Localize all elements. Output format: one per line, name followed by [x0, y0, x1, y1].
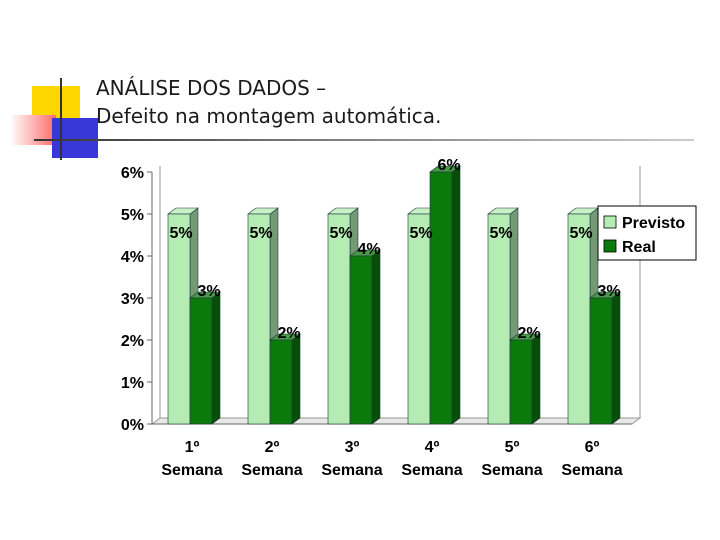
x-tick-label: Semana: [481, 462, 542, 479]
data-label-previsto: 5%: [569, 225, 592, 242]
legend-label-real: Real: [622, 239, 656, 256]
x-tick-label: Semana: [401, 462, 462, 479]
x-tick-label: Semana: [321, 462, 382, 479]
x-tick-label: 2º: [265, 439, 280, 456]
bar-real-6: [589, 291, 621, 425]
data-label-previsto: 5%: [329, 225, 352, 242]
data-label-real: 3%: [197, 283, 220, 300]
data-label-previsto: 5%: [409, 225, 432, 242]
data-label-previsto: 5%: [169, 225, 192, 242]
data-label-real: 6%: [437, 157, 460, 174]
x-tick-label: 3º: [345, 439, 360, 456]
y-tick-label: 5%: [121, 207, 144, 224]
x-tick-label: 4º: [425, 439, 440, 456]
bar-real-2: [269, 333, 301, 425]
y-tick-label: 3%: [121, 291, 144, 308]
x-tick-label: Semana: [561, 462, 622, 479]
y-tick-label: 2%: [121, 333, 144, 350]
x-tick-label: 1º: [185, 439, 200, 456]
bar-real-3: [349, 249, 381, 425]
legend-label-previsto: Previsto: [622, 215, 685, 232]
data-label-previsto: 5%: [249, 225, 272, 242]
bar-real-1: [189, 291, 221, 425]
y-tick-label: 6%: [121, 165, 144, 182]
chart-floor: [150, 417, 642, 425]
data-label-real: 2%: [277, 325, 300, 342]
x-tick-label: Semana: [161, 462, 222, 479]
decor-vertical-line: [60, 78, 62, 160]
decor-horizontal-line: [34, 139, 694, 141]
legend-swatch-real: [603, 239, 617, 253]
data-label-previsto: 5%: [489, 225, 512, 242]
bar-real-4: [429, 165, 461, 425]
y-tick-label: 0%: [121, 417, 144, 434]
data-label-real: 4%: [357, 241, 380, 258]
bar-real-5: [509, 333, 541, 425]
x-tick-label: 6º: [585, 439, 600, 456]
data-label-real: 3%: [597, 283, 620, 300]
data-label-real: 2%: [517, 325, 540, 342]
x-tick-label: 5º: [505, 439, 520, 456]
x-tick-label: Semana: [241, 462, 302, 479]
y-tick-label: 1%: [121, 375, 144, 392]
y-tick-label: 4%: [121, 249, 144, 266]
slide-title-line1: ANÁLISE DOS DADOS –: [96, 76, 327, 100]
decor-blue-square: [52, 118, 98, 158]
slide-title-line2: Defeito na montagem automática.: [96, 104, 442, 128]
legend-swatch-previsto: [603, 215, 617, 229]
